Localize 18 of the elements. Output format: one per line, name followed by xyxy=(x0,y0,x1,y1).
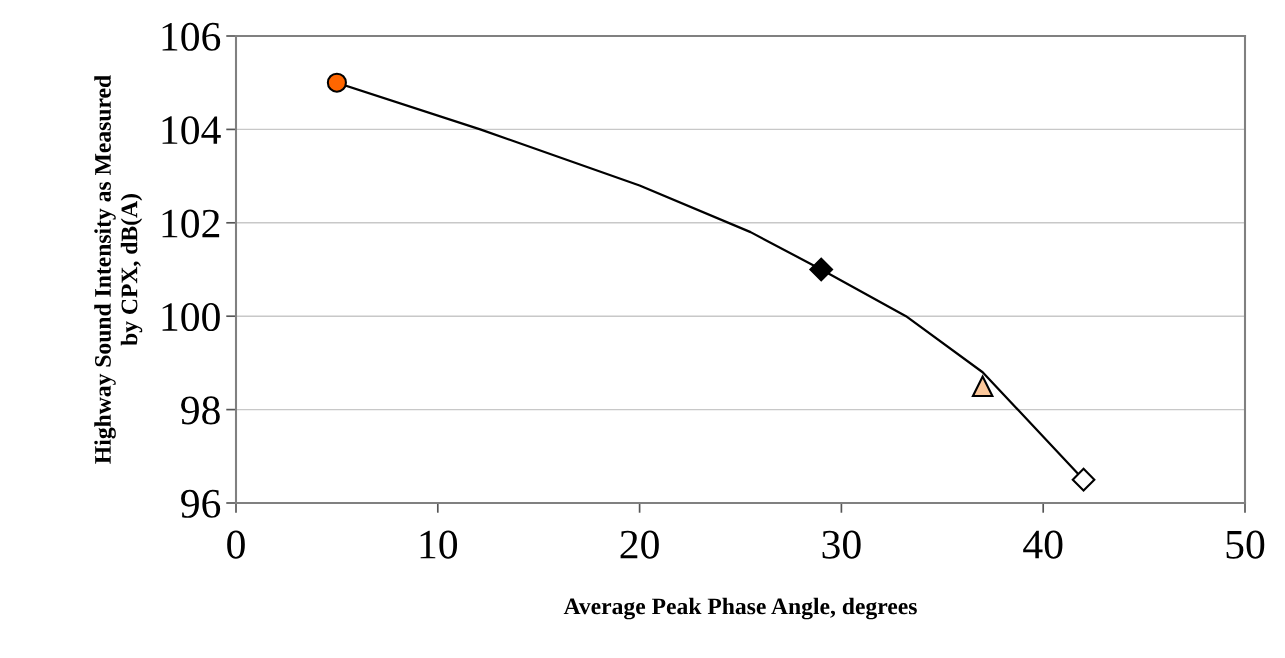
y-tick-label: 104 xyxy=(162,116,221,145)
y-tick-label: 106 xyxy=(162,22,221,51)
y-tick-label: 102 xyxy=(162,209,220,238)
y-tick-label: 96 xyxy=(181,489,221,518)
x-tick-label: 50 xyxy=(1226,530,1265,559)
x-tick-label: 10 xyxy=(420,530,458,559)
y-tick-label: 98 xyxy=(181,396,220,425)
point xyxy=(971,375,994,398)
x-tick-label: 40 xyxy=(1023,530,1063,559)
x-tick-label: 30 xyxy=(822,530,861,559)
x-tick-label: 0 xyxy=(227,530,245,559)
y-tick-label: 100 xyxy=(162,302,220,332)
point xyxy=(1071,467,1096,492)
y-axis-title: Highway Sound Intensity as Measured by CPX, dB(A) xyxy=(94,75,143,464)
point xyxy=(809,257,834,282)
x-axis-title: Average Peak Phase Angle, degrees xyxy=(563,597,917,620)
point xyxy=(326,72,347,93)
x-tick-label: 20 xyxy=(620,530,659,559)
